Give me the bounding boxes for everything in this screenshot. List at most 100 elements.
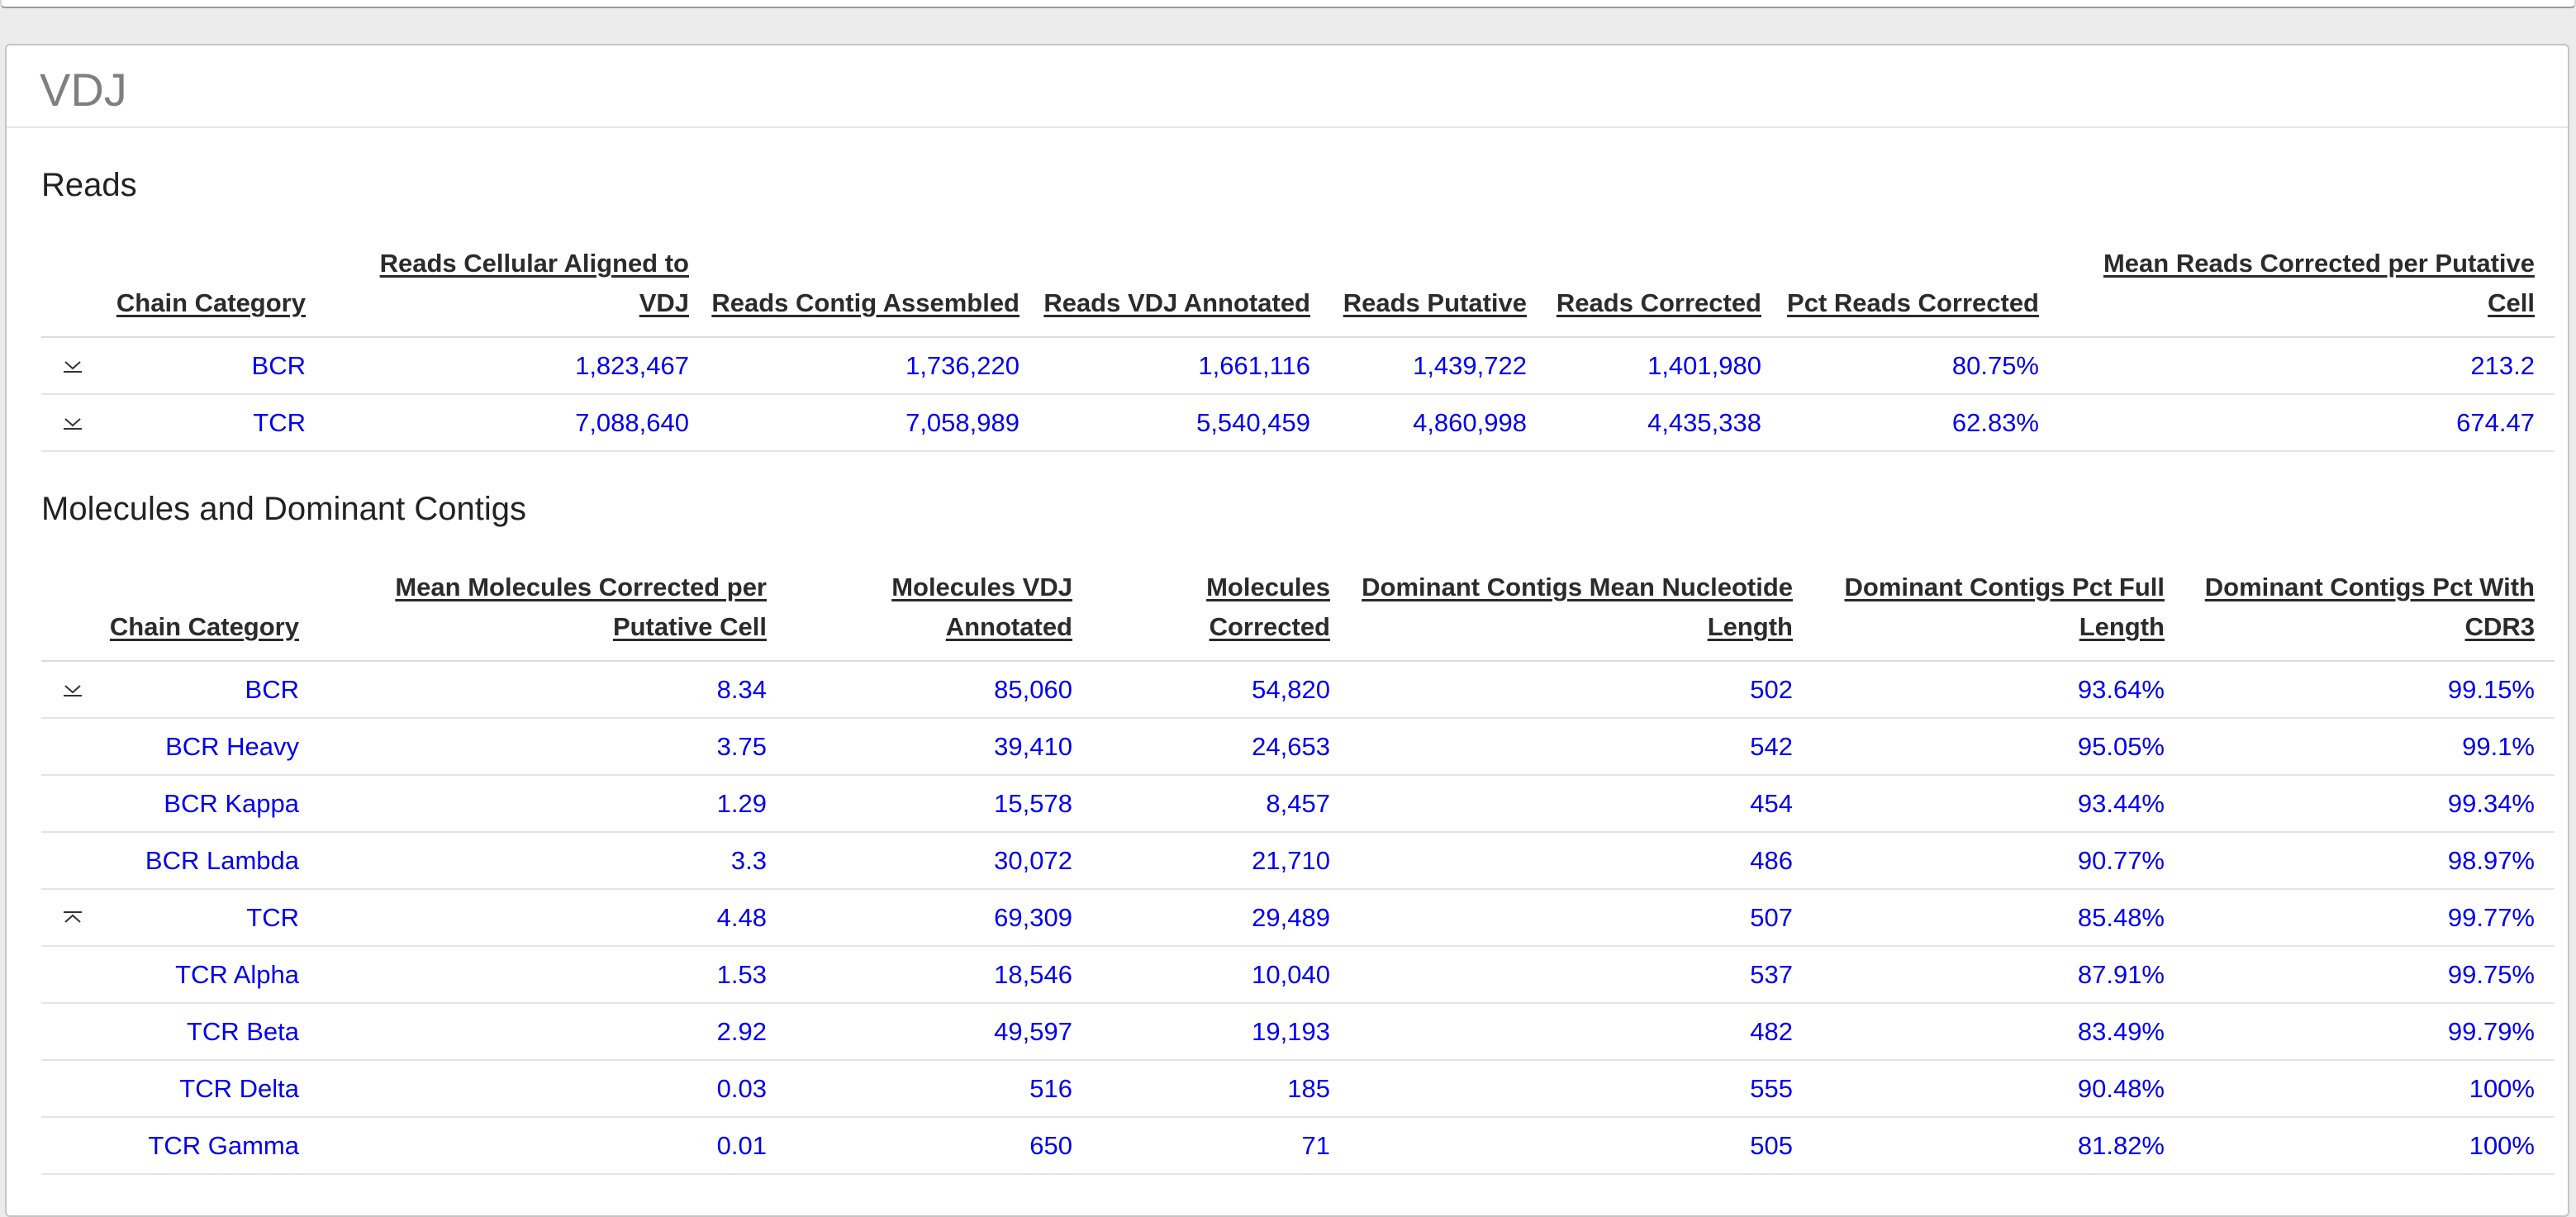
cell-mol-corr[interactable]: 29,489 xyxy=(1092,889,1350,947)
molecules-header-corrected[interactable]: Molecules Corrected xyxy=(1092,568,1350,662)
cell-mol-corr[interactable]: 54,820 xyxy=(1092,661,1350,719)
cell-dom-len[interactable]: 482 xyxy=(1350,1003,1813,1061)
cell-mean-mol[interactable]: 2.92 xyxy=(319,1003,787,1061)
cell-putative[interactable]: 4,860,998 xyxy=(1330,394,1547,452)
cell-mean-mol[interactable]: 1.53 xyxy=(319,946,787,1004)
cell-mol-annot[interactable]: 15,578 xyxy=(787,775,1092,833)
cell-putative[interactable]: 1,439,722 xyxy=(1330,337,1547,395)
cell-chain[interactable]: BCR xyxy=(107,661,319,719)
cell-dom-cdr3[interactable]: 99.79% xyxy=(2184,1003,2555,1061)
cell-pct[interactable]: 62.83% xyxy=(1781,394,2059,452)
cell-chain[interactable]: BCR xyxy=(107,337,326,395)
cell-dom-len[interactable]: 502 xyxy=(1350,661,1813,719)
cell-mol-corr[interactable]: 71 xyxy=(1092,1117,1350,1175)
molecules-header-mean-molecules[interactable]: Mean Molecules Corrected per Putative Ce… xyxy=(319,568,787,662)
cell-mean[interactable]: 213.2 xyxy=(2059,337,2555,395)
cell-dom-cdr3[interactable]: 99.1% xyxy=(2184,718,2555,776)
cell-chain[interactable]: BCR Heavy xyxy=(107,718,319,776)
cell-dom-cdr3[interactable]: 100% xyxy=(2184,1117,2555,1175)
cell-annotated[interactable]: 1,661,116 xyxy=(1039,337,1330,395)
reads-header-vdj-annotated[interactable]: Reads VDJ Annotated xyxy=(1039,244,1330,338)
cell-pct[interactable]: 80.75% xyxy=(1781,337,2059,395)
cell-assembled[interactable]: 1,736,220 xyxy=(709,337,1039,395)
cell-mol-corr[interactable]: 19,193 xyxy=(1092,1003,1350,1061)
cell-dom-cdr3[interactable]: 99.34% xyxy=(2184,775,2555,833)
chevron-down-icon[interactable] xyxy=(63,682,83,698)
cell-mol-annot[interactable]: 85,060 xyxy=(787,661,1092,719)
cell-annotated[interactable]: 5,540,459 xyxy=(1039,394,1330,452)
cell-chain[interactable]: TCR xyxy=(107,394,326,452)
chevron-down-icon[interactable] xyxy=(63,358,83,374)
cell-mol-corr[interactable]: 8,457 xyxy=(1092,775,1350,833)
cell-chain[interactable]: TCR Gamma xyxy=(107,1117,319,1175)
reads-header-corrected[interactable]: Reads Corrected xyxy=(1547,244,1781,338)
cell-dom-len[interactable]: 505 xyxy=(1350,1117,1813,1175)
cell-mean-mol[interactable]: 3.3 xyxy=(319,832,787,890)
cell-corrected[interactable]: 1,401,980 xyxy=(1547,337,1781,395)
molecules-header-dominant-cdr3[interactable]: Dominant Contigs Pct With CDR3 xyxy=(2184,568,2555,662)
cell-mol-annot[interactable]: 516 xyxy=(787,1060,1092,1118)
cell-dom-len[interactable]: 507 xyxy=(1350,889,1813,947)
cell-mol-corr[interactable]: 24,653 xyxy=(1092,718,1350,776)
cell-mol-annot[interactable]: 650 xyxy=(787,1117,1092,1175)
cell-chain[interactable]: TCR Delta xyxy=(107,1060,319,1118)
cell-corrected[interactable]: 4,435,338 xyxy=(1547,394,1781,452)
cell-dom-len[interactable]: 542 xyxy=(1350,718,1813,776)
cell-dom-len[interactable]: 454 xyxy=(1350,775,1813,833)
cell-chain[interactable]: TCR xyxy=(107,889,319,947)
reads-header-mean-corrected[interactable]: Mean Reads Corrected per Putative Cell xyxy=(2059,244,2555,338)
reads-header-cellular-aligned[interactable]: Reads Cellular Aligned to VDJ xyxy=(326,244,709,338)
cell-mol-annot[interactable]: 30,072 xyxy=(787,832,1092,890)
cell-dom-len[interactable]: 486 xyxy=(1350,832,1813,890)
cell-dom-full[interactable]: 87.91% xyxy=(1813,946,2184,1004)
cell-mol-corr[interactable]: 10,040 xyxy=(1092,946,1350,1004)
cell-mol-annot[interactable]: 69,309 xyxy=(787,889,1092,947)
cell-mean-mol[interactable]: 0.03 xyxy=(319,1060,787,1118)
cell-dom-cdr3[interactable]: 98.97% xyxy=(2184,832,2555,890)
cell-dom-cdr3[interactable]: 100% xyxy=(2184,1060,2555,1118)
reads-header-contig-assembled[interactable]: Reads Contig Assembled xyxy=(709,244,1039,338)
cell-mol-annot[interactable]: 39,410 xyxy=(787,718,1092,776)
cell-chain[interactable]: BCR Lambda xyxy=(107,832,319,890)
cell-mol-annot[interactable]: 49,597 xyxy=(787,1003,1092,1061)
cell-mol-corr[interactable]: 21,710 xyxy=(1092,832,1350,890)
cell-dom-cdr3[interactable]: 99.77% xyxy=(2184,889,2555,947)
cell-aligned[interactable]: 7,088,640 xyxy=(326,394,709,452)
cell-chain[interactable]: TCR Beta xyxy=(107,1003,319,1061)
cell-dom-cdr3[interactable]: 99.75% xyxy=(2184,946,2555,1004)
cell-aligned[interactable]: 1,823,467 xyxy=(326,337,709,395)
cell-mean-mol[interactable]: 8.34 xyxy=(319,661,787,719)
cell-dom-full[interactable]: 93.64% xyxy=(1813,661,2184,719)
molecules-header-chain-category[interactable]: Chain Category xyxy=(107,568,319,662)
cell-mol-corr[interactable]: 185 xyxy=(1092,1060,1350,1118)
cell-mol-annot[interactable]: 18,546 xyxy=(787,946,1092,1004)
molecules-header-dominant-full-length[interactable]: Dominant Contigs Pct Full Length xyxy=(1813,568,2184,662)
table-row: BCR Lambda 3.3 30,072 21,710 486 90.77% 98.97% xyxy=(41,832,2555,890)
cell-mean[interactable]: 674.47 xyxy=(2059,394,2555,452)
chevron-up-icon[interactable] xyxy=(63,910,83,926)
reads-header-chain-category[interactable]: Chain Category xyxy=(107,244,326,338)
cell-mean-mol[interactable]: 1.29 xyxy=(319,775,787,833)
cell-mean-mol[interactable]: 0.01 xyxy=(319,1117,787,1175)
reads-header-putative[interactable]: Reads Putative xyxy=(1330,244,1547,338)
cell-dom-full[interactable]: 81.82% xyxy=(1813,1117,2184,1175)
reads-header-pct-corrected[interactable]: Pct Reads Corrected xyxy=(1781,244,2059,338)
cell-assembled[interactable]: 7,058,989 xyxy=(709,394,1039,452)
molecules-header-vdj-annotated[interactable]: Molecules VDJ Annotated xyxy=(787,568,1092,662)
molecules-header-dominant-length[interactable]: Dominant Contigs Mean Nucleotide Length xyxy=(1350,568,1813,662)
cell-dom-cdr3[interactable]: 99.15% xyxy=(2184,661,2555,719)
cell-dom-full[interactable]: 95.05% xyxy=(1813,718,2184,776)
cell-chain[interactable]: BCR Kappa xyxy=(107,775,319,833)
cell-dom-len[interactable]: 537 xyxy=(1350,946,1813,1004)
cell-dom-full[interactable]: 93.44% xyxy=(1813,775,2184,833)
cell-dom-full[interactable]: 85.48% xyxy=(1813,889,2184,947)
cell-dom-full[interactable]: 90.48% xyxy=(1813,1060,2184,1118)
cell-mean-mol[interactable]: 4.48 xyxy=(319,889,787,947)
molecules-table: Chain Category Mean Molecules Corrected … xyxy=(41,568,2555,1175)
cell-dom-len[interactable]: 555 xyxy=(1350,1060,1813,1118)
cell-chain[interactable]: TCR Alpha xyxy=(107,946,319,1004)
cell-dom-full[interactable]: 83.49% xyxy=(1813,1003,2184,1061)
cell-dom-full[interactable]: 90.77% xyxy=(1813,832,2184,890)
chevron-down-icon[interactable] xyxy=(63,415,83,431)
cell-mean-mol[interactable]: 3.75 xyxy=(319,718,787,776)
